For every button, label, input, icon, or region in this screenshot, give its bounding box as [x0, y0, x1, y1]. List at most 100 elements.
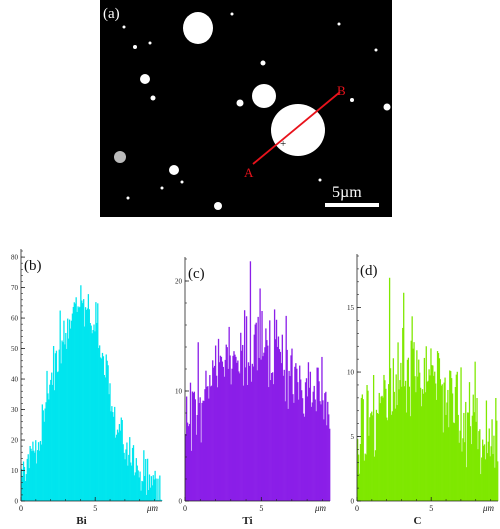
profile-bar	[46, 370, 48, 501]
profile-bar	[155, 478, 157, 501]
particle	[230, 12, 234, 16]
profile-bar	[369, 417, 371, 501]
profile-bar	[388, 384, 390, 501]
profile-bar	[253, 334, 255, 501]
profile-bar	[416, 350, 418, 501]
profile-bar	[438, 358, 441, 501]
profile-bar	[137, 470, 139, 501]
profile-bar	[193, 391, 196, 501]
profile-bar	[26, 458, 28, 501]
profile-bar	[87, 294, 90, 501]
profile-bar	[467, 412, 470, 501]
profile-bar	[205, 370, 207, 501]
profile-bar	[38, 450, 41, 501]
profile-bar	[146, 458, 149, 501]
profile-bar	[388, 277, 391, 501]
profile-bar	[446, 402, 448, 501]
profile-bar	[306, 396, 309, 501]
profile-bar	[314, 399, 316, 501]
particle	[126, 196, 130, 200]
profile-bar	[61, 340, 63, 501]
profile-bar	[31, 451, 33, 501]
particle	[236, 99, 244, 107]
profile-bar	[430, 348, 432, 501]
profile-bar	[424, 392, 426, 501]
profile-bar	[322, 400, 324, 501]
profile-bar	[118, 424, 121, 501]
profile-bar	[144, 475, 146, 501]
profile-bar	[25, 474, 27, 501]
x-unit-label: μm	[482, 503, 495, 513]
profile-bar	[361, 394, 363, 501]
profile-bar	[64, 344, 66, 501]
profile-bar	[270, 380, 272, 501]
profile-bar	[464, 442, 466, 501]
profile-bar	[442, 432, 444, 501]
profile-bar	[463, 412, 465, 501]
profile-bar	[323, 419, 325, 501]
profile-bar	[59, 310, 61, 501]
profile-bar	[459, 430, 461, 501]
profile-bar	[22, 461, 25, 501]
profile-bar	[376, 413, 379, 501]
profile-bar	[412, 348, 414, 501]
profile-bar	[274, 339, 277, 501]
profile-bar	[93, 324, 95, 501]
profile-bar	[433, 375, 435, 501]
element-label: Bi	[76, 515, 86, 527]
profile-bar	[483, 444, 486, 501]
profile-bar	[405, 412, 408, 501]
profile-bar	[381, 395, 383, 501]
profile-bar	[487, 441, 489, 501]
profile-bar	[233, 351, 235, 501]
profile-bar	[206, 386, 208, 501]
profile-bar	[98, 348, 100, 501]
profile-bar	[447, 389, 449, 501]
profile-bar	[157, 478, 159, 501]
profile-bar	[215, 375, 218, 501]
x-tick-label: 0	[355, 504, 359, 513]
profile-bar	[371, 411, 373, 501]
profile-bar	[76, 311, 78, 501]
profile-bar	[386, 417, 388, 501]
profile-bar	[84, 307, 87, 501]
profile-bar	[495, 397, 497, 501]
profile-bar	[421, 389, 424, 501]
profile-bar	[119, 430, 121, 501]
profile-bar	[304, 382, 307, 501]
profile-bar	[160, 499, 162, 501]
profile-bar	[97, 303, 99, 501]
profile-bar	[124, 459, 126, 501]
profile-bar	[373, 456, 376, 501]
profile-bar	[103, 375, 106, 501]
profile-bar	[262, 356, 264, 501]
y-tick-label: 40	[11, 376, 19, 384]
profile-bar	[58, 349, 60, 501]
profile-bar	[391, 411, 394, 501]
profile-bar	[411, 316, 413, 501]
profile-bar	[492, 454, 494, 501]
profile-bar	[224, 359, 226, 501]
profile-bar	[228, 326, 230, 501]
profile-bar	[112, 412, 114, 501]
profile-bar	[245, 316, 248, 501]
profile-bar	[210, 386, 212, 501]
profile-bar	[275, 319, 278, 501]
profile-bar	[48, 399, 50, 501]
profile-bar	[47, 393, 49, 501]
profile-bar	[286, 349, 288, 501]
profile-bar	[203, 400, 205, 501]
profile-bar	[281, 334, 283, 501]
profile-bar	[108, 394, 110, 501]
profile-bar	[384, 380, 386, 501]
profile-bar	[453, 423, 456, 501]
profile-bar	[484, 459, 487, 501]
profile-bar	[220, 356, 223, 501]
profile-bar	[273, 309, 276, 501]
line-scan-path	[252, 91, 341, 165]
profile-bar	[55, 350, 58, 501]
profile-bar	[129, 437, 131, 501]
profile-bar	[382, 397, 384, 501]
x-tick-label: 0	[19, 504, 23, 513]
profile-bar	[197, 342, 199, 501]
